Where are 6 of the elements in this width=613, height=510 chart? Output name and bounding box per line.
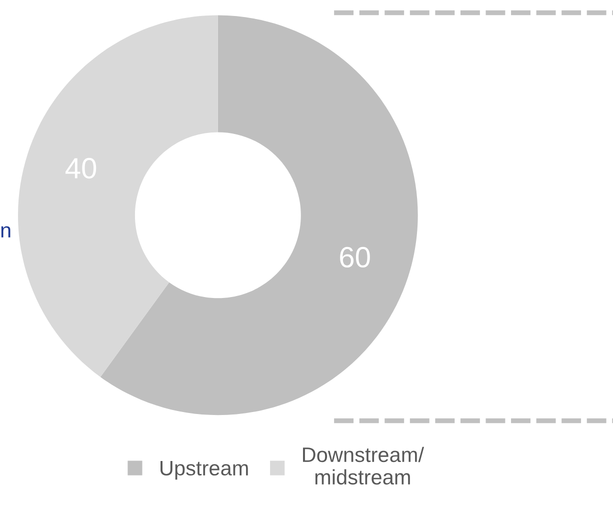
donut-slice bbox=[100, 15, 418, 416]
donut-slice bbox=[18, 15, 218, 377]
text: n bbox=[1, 226, 10, 238]
data-label: 60 bbox=[340, 246, 370, 268]
legend-label: Downstream/ midstream bbox=[303, 446, 424, 485]
legend-label: Upstream bbox=[160, 460, 248, 480]
